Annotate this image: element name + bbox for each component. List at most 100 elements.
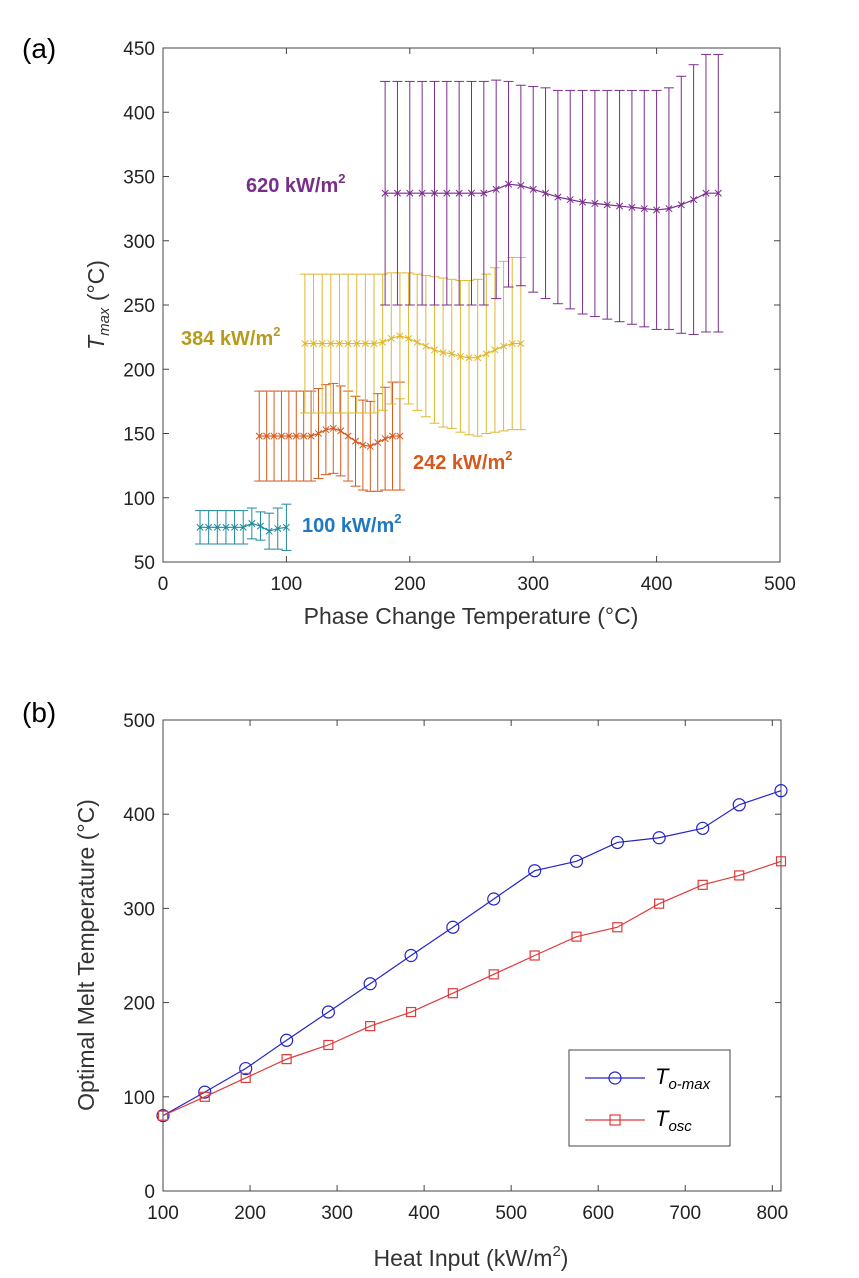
data-point <box>318 339 326 348</box>
panel-a-y-tick-label: 400 <box>123 103 155 124</box>
data-point <box>270 432 278 440</box>
data-point <box>774 784 788 798</box>
legend-marker-o-max <box>608 1071 622 1085</box>
data-point <box>300 432 308 440</box>
data-point <box>405 1006 417 1018</box>
panel-b-y-tick-label: 400 <box>123 805 155 826</box>
data-point <box>677 201 685 209</box>
data-point <box>517 339 525 348</box>
data-point <box>492 185 500 193</box>
data-point <box>156 1109 170 1123</box>
data-point <box>488 969 499 980</box>
data-point <box>616 202 624 210</box>
data-point <box>314 429 323 438</box>
data-point <box>571 931 582 942</box>
annotation-242-text: 242 kW/m <box>413 452 505 474</box>
data-point <box>775 856 787 867</box>
series-o-max <box>156 784 788 1123</box>
data-point <box>554 193 562 201</box>
data-point <box>370 339 378 348</box>
data-point <box>239 523 247 531</box>
data-point <box>640 205 648 213</box>
data-point <box>353 339 361 348</box>
panel-a-y-label-unit: (°C) <box>83 260 109 308</box>
series-0 <box>195 503 292 551</box>
data-point <box>374 438 382 447</box>
data-point <box>282 523 290 531</box>
data-point <box>528 864 542 878</box>
panel-b-x-tick-label: 100 <box>147 1203 179 1224</box>
data-point <box>529 950 540 961</box>
data-point <box>255 432 263 440</box>
data-point <box>365 1021 376 1032</box>
panel-b-y-axis-label: Optimal Melt Temperature (°C) <box>73 799 99 1111</box>
annotation-242-sup: 2 <box>505 448 512 463</box>
data-point <box>198 1085 212 1099</box>
panel-a-label: (a) <box>22 33 56 64</box>
data-point <box>248 519 256 528</box>
data-point <box>366 442 374 450</box>
data-point <box>610 835 624 850</box>
data-point <box>603 201 611 209</box>
data-point <box>240 1072 251 1084</box>
data-point <box>263 432 271 440</box>
data-point <box>491 346 499 354</box>
panel-b-x-tick-label: 500 <box>495 1203 527 1224</box>
data-point <box>455 189 463 197</box>
data-point <box>439 348 447 357</box>
panel-b-y-tick-label: 300 <box>123 899 155 920</box>
data-point <box>628 203 636 211</box>
data-point <box>280 1033 294 1047</box>
data-point <box>697 879 708 890</box>
data-point <box>467 189 476 197</box>
legend-label-o-max-sub: o-max <box>668 1076 710 1093</box>
annotation-384-sup: 2 <box>273 324 280 339</box>
data-point <box>393 189 402 197</box>
panel-a-y-tick-label: 250 <box>123 296 155 317</box>
data-point <box>504 180 513 188</box>
annotation-100-sup: 2 <box>394 511 401 526</box>
data-point <box>418 189 426 197</box>
panel-a-y-tick-label: 450 <box>123 39 155 60</box>
panel-b-y-tick-label: 0 <box>144 1182 155 1203</box>
data-point <box>307 432 315 440</box>
data-point <box>231 523 239 531</box>
data-point <box>404 948 418 963</box>
data-point <box>213 523 221 531</box>
data-point <box>482 350 490 358</box>
legend-label-o-max: To-max <box>655 1064 711 1093</box>
data-point <box>196 523 204 531</box>
panel-b-x-axis-label: Heat Input (kW/m2) <box>374 1243 569 1271</box>
series-3 <box>380 53 724 336</box>
data-point <box>665 205 673 213</box>
panel-a-y-label-sub: max <box>96 307 113 336</box>
panel-a-y-tick-label: 100 <box>123 489 155 510</box>
data-point <box>696 821 710 835</box>
data-point <box>654 898 665 909</box>
panel-b: (b) 100 200 300 400 500 600 700 800010020030040… <box>22 697 788 1271</box>
panel-b-x-tick-label: 700 <box>669 1203 701 1224</box>
data-point <box>321 1005 335 1019</box>
data-point <box>285 432 293 440</box>
data-point <box>239 1061 253 1076</box>
data-point <box>406 189 414 197</box>
data-point <box>734 870 745 881</box>
panel-a-y-tick-label: 200 <box>123 360 155 381</box>
series-2 <box>299 256 526 437</box>
panel-a-y-label-main: T <box>83 334 109 350</box>
data-point <box>446 920 460 934</box>
panel-b-y-tick-label: 200 <box>123 994 155 1015</box>
panel-a-series <box>195 53 724 551</box>
data-point <box>381 435 389 443</box>
legend-label-osc-sub: osc <box>668 1118 692 1135</box>
data-point <box>517 181 525 190</box>
data-point <box>274 525 282 533</box>
legend-label-osc: Tosc <box>655 1106 692 1135</box>
data-point <box>344 339 352 348</box>
data-point <box>405 334 413 342</box>
data-point <box>732 798 746 812</box>
data-point <box>456 352 464 360</box>
legend-marker-osc <box>609 1114 621 1126</box>
panel-b-series <box>156 784 788 1123</box>
